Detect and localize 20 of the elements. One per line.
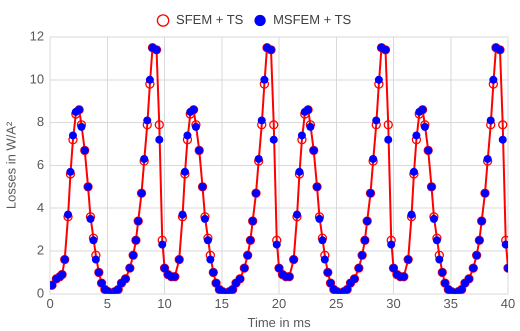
y-tick-label: 0 — [36, 285, 44, 300]
x-tick-label: 5 — [104, 296, 111, 312]
x-axis-title: Time in ms — [247, 314, 312, 330]
x-tick-label: 15 — [214, 296, 230, 312]
x-tick-label: 20 — [272, 296, 286, 312]
x-tick-label: 0 — [46, 296, 54, 312]
x-tick-label: 10 — [157, 296, 172, 312]
x-tick-label: 40 — [500, 296, 516, 312]
x-tick-label: 35 — [444, 296, 458, 312]
y-tick-label: 8 — [36, 114, 44, 130]
x-tick-label: 25 — [329, 296, 344, 312]
y-tick-label: 6 — [36, 156, 44, 172]
y-axis-title: Losses in W/A² — [3, 121, 18, 210]
y-tick-label: 10 — [30, 71, 44, 86]
y-tick-label: 2 — [36, 242, 44, 258]
y-tick-label: 12 — [30, 28, 44, 44]
y-tick-label: 4 — [36, 200, 44, 215]
x-tick-label: 30 — [386, 296, 401, 312]
legend-label: MSFEM + TS — [273, 12, 352, 28]
legend-label: SFEM + TS — [176, 12, 244, 28]
